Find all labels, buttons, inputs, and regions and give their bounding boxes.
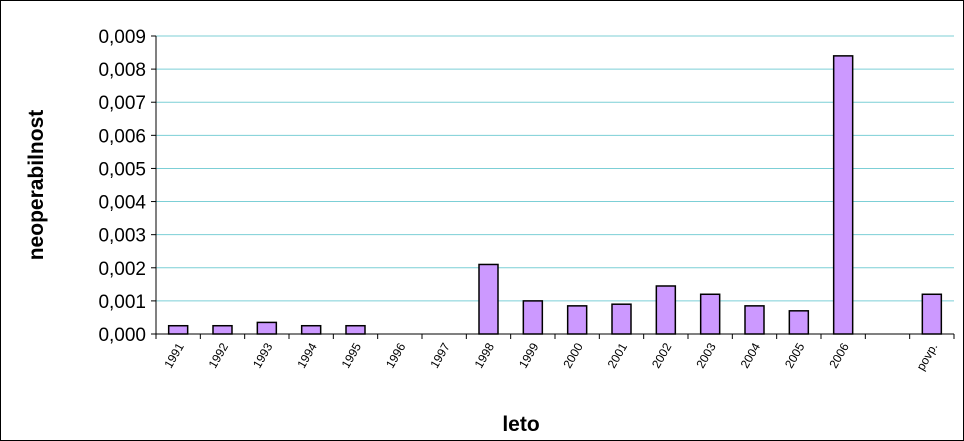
- x-tick-label: 1996: [383, 340, 409, 370]
- x-tick-label: 1992: [206, 340, 232, 370]
- x-tick-label: povp.: [914, 341, 941, 373]
- y-tick-labels: 0,000 0,001 0,002 0,003 0,004 0,005 0,006 0,007…: [98, 27, 146, 346]
- y-tick-label: 0,005: [98, 159, 146, 180]
- bar: [522, 300, 544, 335]
- bar: [167, 324, 189, 335]
- bar: [788, 310, 810, 335]
- x-tick-labels: 1991 1992 1993 1994 1995 1996 1997 1998 1999 2000…: [161, 340, 940, 373]
- x-tick-label: 1997: [427, 340, 453, 370]
- bar: [300, 324, 322, 335]
- x-tick-label: 2006: [826, 340, 852, 370]
- bar: [744, 305, 765, 335]
- y-tick-label: 0,000: [98, 325, 146, 346]
- bar: [566, 305, 588, 335]
- x-tick-label: 1993: [250, 340, 276, 370]
- x-tick-label: 2001: [605, 340, 631, 370]
- y-tick-label: 0,008: [98, 60, 146, 81]
- bars: [167, 55, 943, 335]
- x-axis-title: leto: [502, 413, 539, 436]
- y-tick-label: 0,004: [98, 193, 146, 214]
- y-tick-label: 0,003: [98, 226, 146, 247]
- bar: [611, 303, 632, 335]
- x-tick-label: 2004: [738, 340, 764, 370]
- x-tick-label: 2002: [649, 340, 675, 370]
- axes: [151, 35, 955, 339]
- y-tick-label: 0,001: [98, 292, 146, 313]
- bar: [212, 324, 233, 335]
- bar: [655, 285, 677, 335]
- x-tick-label: 1995: [339, 340, 365, 370]
- x-tick-label: 1998: [472, 340, 498, 370]
- x-tick-label: 1999: [516, 340, 542, 370]
- x-tick-label: 2005: [782, 340, 808, 370]
- bar: [345, 324, 366, 335]
- y-axis-title: neoperabilnost: [25, 110, 48, 261]
- gridlines: [156, 35, 954, 302]
- y-tick-label: 0,002: [98, 259, 146, 280]
- y-tick-label: 0,006: [98, 126, 146, 147]
- bar: [832, 55, 854, 335]
- x-tick-label: 2000: [560, 340, 586, 370]
- y-tick-label: 0,007: [98, 93, 146, 114]
- y-tick-label: 0,009: [98, 27, 146, 48]
- x-tick-label: 1994: [294, 340, 320, 370]
- bar: [921, 293, 943, 335]
- bar: [256, 321, 278, 335]
- bar: [699, 293, 721, 335]
- x-tick-label: 1991: [161, 340, 187, 370]
- x-tick-label: 2003: [693, 340, 719, 370]
- bar: [478, 263, 499, 335]
